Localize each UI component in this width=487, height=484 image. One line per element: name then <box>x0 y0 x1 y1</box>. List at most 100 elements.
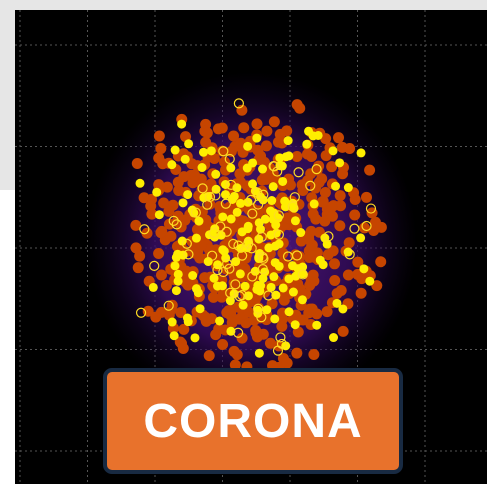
dot <box>204 198 216 210</box>
ring <box>247 271 258 282</box>
dot <box>171 286 181 296</box>
dot <box>293 264 303 274</box>
dot <box>326 201 338 213</box>
ring <box>349 223 360 234</box>
ring <box>237 250 248 261</box>
dot <box>292 326 304 338</box>
dot <box>278 283 288 293</box>
ring <box>273 210 284 221</box>
dot <box>180 154 190 164</box>
ring <box>297 269 308 280</box>
dot <box>210 329 222 341</box>
dot <box>319 187 331 199</box>
dot <box>359 264 369 274</box>
dot <box>332 298 342 308</box>
dot <box>305 168 317 180</box>
ring <box>234 291 245 302</box>
dot <box>264 243 274 253</box>
dot <box>203 257 213 267</box>
dot <box>158 197 170 209</box>
dot <box>194 224 206 236</box>
ring <box>230 279 241 290</box>
dot <box>231 257 241 267</box>
ring <box>275 332 286 343</box>
dot <box>190 333 200 343</box>
dot <box>294 102 306 114</box>
dot <box>331 288 343 300</box>
ring <box>226 179 237 190</box>
dot <box>232 207 242 217</box>
dot <box>278 176 288 186</box>
dot <box>175 337 187 349</box>
dot <box>272 136 284 148</box>
ring <box>171 219 182 230</box>
ring <box>233 98 244 109</box>
dot <box>284 274 294 284</box>
dot <box>278 294 290 306</box>
dot <box>258 164 268 174</box>
ring <box>218 266 229 278</box>
dot <box>161 181 173 193</box>
ring <box>181 238 192 249</box>
dot <box>266 282 276 292</box>
dot <box>302 139 312 149</box>
ring <box>245 194 257 205</box>
dot <box>203 350 215 362</box>
dot <box>282 212 294 224</box>
dot <box>201 127 213 139</box>
dot <box>163 205 175 217</box>
dot <box>193 288 203 298</box>
dot <box>352 256 364 268</box>
dots <box>130 98 387 373</box>
dot <box>179 214 191 226</box>
ring <box>224 153 235 165</box>
dot <box>188 271 198 281</box>
dot <box>250 266 260 276</box>
dot <box>308 348 320 360</box>
ring <box>233 240 244 251</box>
dot <box>333 132 345 144</box>
ring <box>163 300 174 311</box>
dot <box>262 305 272 315</box>
dot <box>305 150 317 162</box>
dot <box>197 163 207 173</box>
ring <box>273 229 284 240</box>
dot <box>237 227 247 237</box>
ring <box>289 192 300 203</box>
ring <box>344 249 355 260</box>
ring <box>253 199 264 210</box>
ring <box>256 231 267 242</box>
dot <box>165 230 177 242</box>
dot <box>280 202 290 212</box>
dot <box>206 146 216 156</box>
dot <box>229 191 239 201</box>
dot <box>316 173 328 185</box>
dot <box>326 210 338 222</box>
dot <box>214 200 226 212</box>
dot <box>130 219 142 231</box>
dot <box>183 317 193 327</box>
dot <box>254 234 264 244</box>
dot <box>231 349 243 361</box>
dot <box>226 163 236 173</box>
dot <box>290 320 300 330</box>
ring <box>365 203 377 214</box>
dot <box>198 147 208 157</box>
ring <box>183 249 194 260</box>
ring <box>168 215 179 226</box>
dot <box>290 216 300 226</box>
dot <box>236 198 246 208</box>
dot <box>342 269 354 281</box>
dot <box>238 122 250 134</box>
ring <box>247 208 258 219</box>
dot <box>173 269 183 279</box>
dot <box>322 249 334 261</box>
ring <box>224 263 235 274</box>
dot <box>258 195 268 205</box>
dot <box>274 261 284 271</box>
dot <box>320 133 332 145</box>
ring <box>215 221 226 232</box>
dot <box>291 150 303 162</box>
dot <box>235 269 245 279</box>
dot <box>178 323 190 335</box>
